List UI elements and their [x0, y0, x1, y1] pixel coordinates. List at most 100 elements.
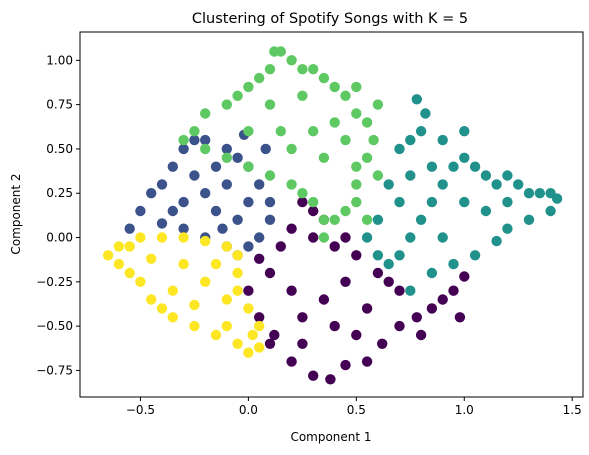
data-point-cluster-2	[394, 143, 405, 155]
data-point-cluster-0	[411, 312, 422, 323]
data-point-cluster-1	[200, 188, 211, 199]
data-point-cluster-4	[167, 312, 178, 323]
data-point-cluster-3	[340, 205, 351, 217]
data-point-cluster-2	[448, 258, 459, 270]
data-point-cluster-3	[351, 108, 362, 119]
data-point-cluster-0	[286, 223, 297, 234]
data-point-cluster-0	[329, 320, 340, 332]
data-point-cluster-3	[318, 72, 330, 84]
data-point-cluster-4	[247, 329, 258, 341]
data-point-cluster-1	[221, 143, 232, 155]
data-point-cluster-1	[178, 196, 189, 208]
data-point-cluster-0	[275, 241, 286, 252]
data-point-cluster-4	[146, 294, 157, 305]
data-point-cluster-1	[264, 196, 276, 208]
data-point-cluster-2	[383, 258, 394, 270]
data-point-cluster-1	[146, 188, 157, 199]
data-point-cluster-4	[156, 232, 168, 243]
data-point-cluster-1	[264, 214, 276, 225]
data-point-cluster-3	[264, 63, 276, 75]
data-point-cluster-4	[167, 285, 178, 296]
data-point-cluster-4	[178, 232, 189, 243]
y-tick-label: 1.00	[46, 53, 73, 67]
data-point-cluster-3	[351, 196, 362, 208]
data-point-cluster-0	[325, 374, 336, 385]
data-point-cluster-0	[377, 338, 388, 349]
data-point-cluster-0	[297, 338, 308, 349]
data-point-cluster-2	[491, 179, 502, 190]
data-point-cluster-4	[146, 253, 157, 264]
data-point-cluster-4	[178, 258, 189, 270]
data-point-cluster-3	[308, 63, 319, 75]
data-point-cluster-1	[167, 161, 178, 172]
data-point-cluster-0	[297, 312, 308, 323]
data-point-cluster-0	[383, 276, 394, 287]
data-point-cluster-3	[200, 143, 211, 155]
data-point-cluster-4	[189, 320, 200, 332]
data-point-cluster-2	[415, 126, 427, 137]
data-point-cluster-2	[523, 214, 535, 225]
data-point-cluster-3	[254, 72, 265, 84]
data-point-cluster-2	[394, 250, 405, 261]
data-point-cluster-2	[415, 214, 427, 225]
data-point-cluster-1	[189, 170, 200, 181]
y-tick-label: −0.25	[36, 275, 73, 289]
data-point-cluster-3	[243, 161, 254, 172]
data-point-cluster-3	[329, 81, 340, 93]
data-point-cluster-4	[210, 258, 222, 270]
x-tick-label: −0.5	[126, 403, 155, 417]
data-point-cluster-3	[286, 179, 297, 190]
data-point-cluster-1	[178, 223, 189, 234]
data-point-cluster-0	[286, 285, 297, 296]
data-point-cluster-2	[372, 250, 384, 261]
data-point-cluster-1	[243, 241, 254, 252]
data-point-cluster-4	[135, 276, 146, 287]
y-tick-label: 0.75	[46, 98, 73, 112]
plot-area-frame	[79, 31, 584, 398]
data-point-cluster-3	[351, 179, 362, 190]
data-point-cluster-3	[286, 143, 297, 155]
data-point-cluster-4	[210, 329, 222, 341]
data-point-cluster-4	[243, 303, 254, 314]
data-point-cluster-2	[502, 170, 513, 181]
data-point-cluster-2	[372, 214, 384, 225]
data-point-cluster-2	[469, 161, 481, 172]
data-point-cluster-2	[426, 267, 438, 279]
data-point-cluster-2	[426, 196, 438, 208]
data-point-cluster-0	[286, 356, 297, 367]
data-point-cluster-0	[340, 359, 351, 371]
data-point-cluster-4	[254, 342, 265, 353]
data-point-cluster-0	[361, 356, 373, 367]
data-point-cluster-2	[459, 152, 470, 163]
data-point-cluster-4	[113, 258, 125, 270]
data-point-cluster-0	[372, 267, 384, 279]
data-point-cluster-3	[232, 90, 243, 102]
y-tick-label: −0.50	[36, 319, 73, 333]
data-point-cluster-3	[275, 46, 286, 57]
y-tick-label: 0.00	[46, 231, 73, 245]
data-point-cluster-0	[264, 267, 276, 279]
data-point-cluster-0	[269, 329, 280, 341]
data-point-cluster-0	[415, 329, 427, 341]
data-point-cluster-3	[372, 99, 384, 110]
data-point-cluster-3	[264, 99, 276, 110]
data-point-cluster-4	[200, 235, 211, 247]
data-point-cluster-3	[297, 90, 308, 102]
x-axis-title: Component 1	[290, 430, 371, 444]
x-tick-label: 0.5	[347, 403, 366, 417]
data-point-cluster-3	[189, 126, 200, 137]
data-point-cluster-3	[308, 126, 319, 137]
data-point-cluster-2	[480, 170, 492, 181]
data-point-cluster-3	[361, 214, 373, 225]
data-point-cluster-1	[178, 143, 189, 155]
x-axis: −0.5 0.0 0.5 1.0 1.5	[126, 397, 582, 417]
data-point-cluster-3	[318, 152, 330, 163]
data-point-cluster-4	[232, 285, 243, 296]
data-point-cluster-0	[340, 276, 351, 287]
data-point-cluster-3	[297, 188, 308, 199]
data-point-cluster-3	[286, 55, 297, 66]
data-point-cluster-4	[232, 250, 243, 261]
data-point-cluster-0	[351, 329, 362, 341]
data-point-cluster-2	[394, 196, 405, 208]
